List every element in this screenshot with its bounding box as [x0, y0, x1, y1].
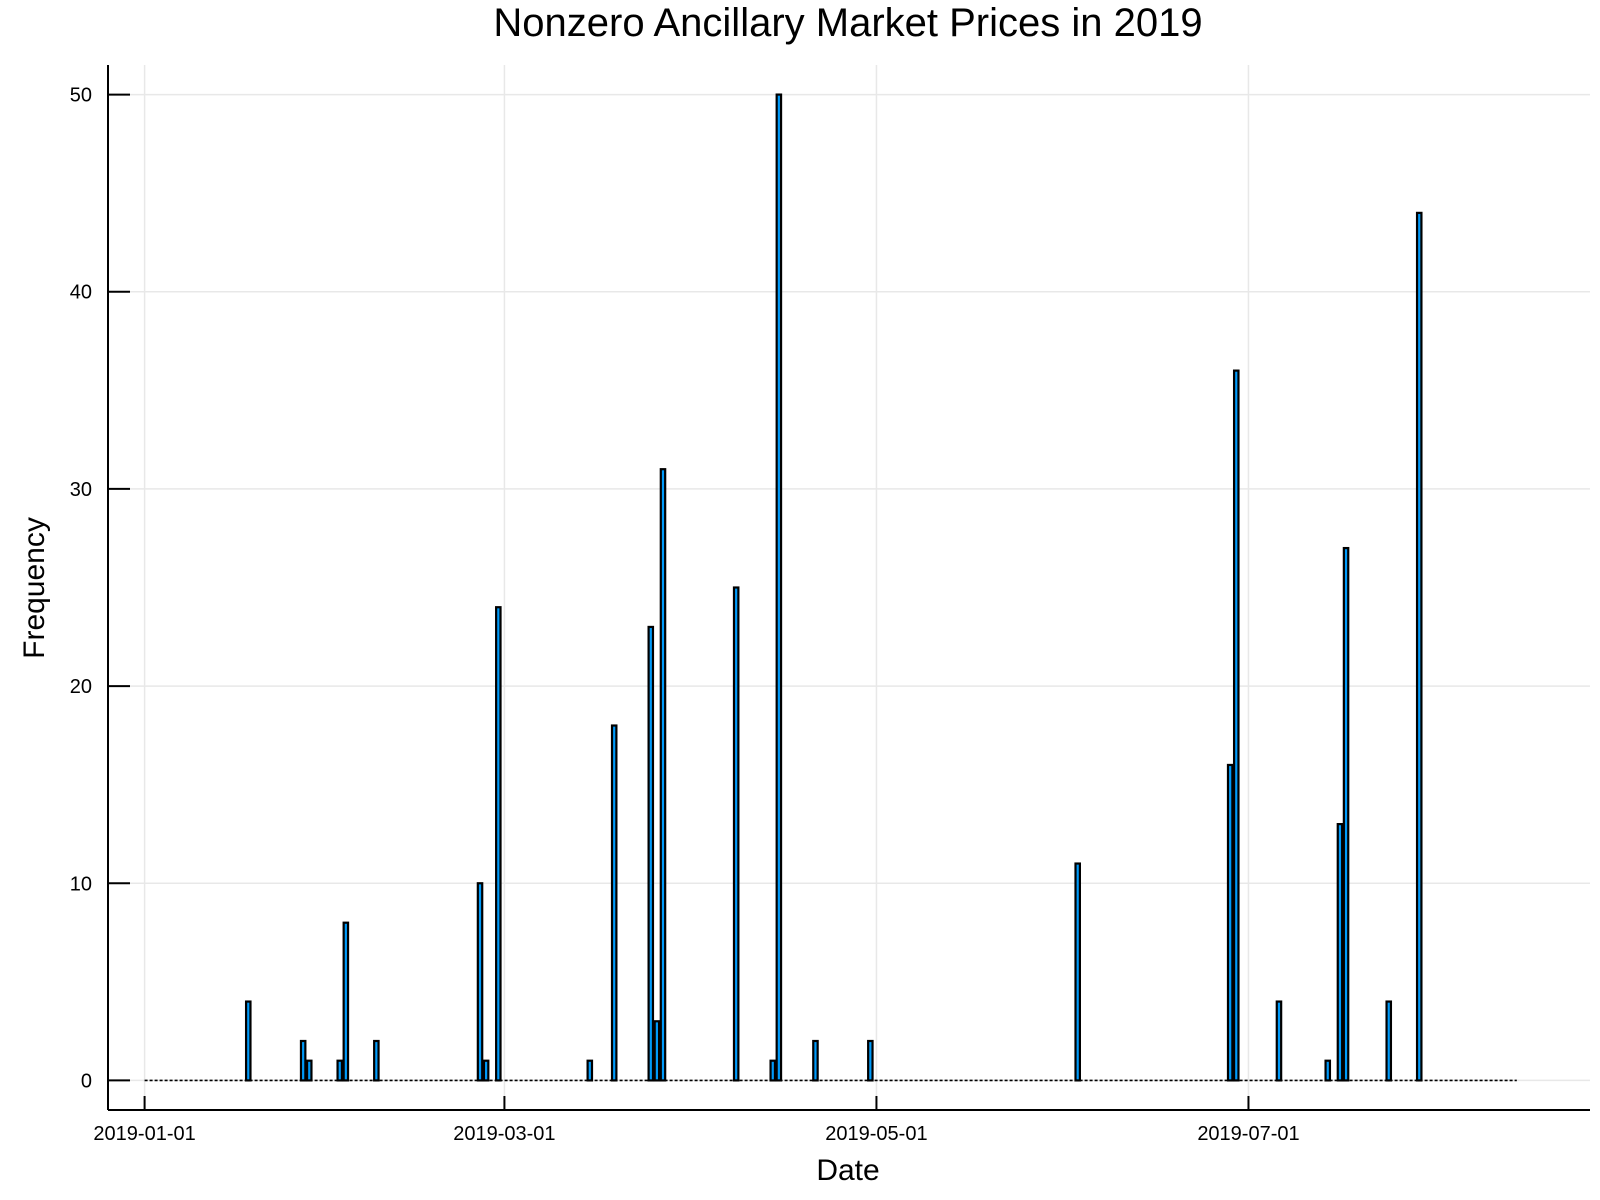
bar: [812, 1039, 819, 1082]
bar: [1275, 1000, 1283, 1082]
bar: [1232, 369, 1240, 1082]
bar: [867, 1039, 874, 1082]
bars: [244, 93, 1423, 1082]
y-tick-label: 50: [70, 85, 92, 107]
bar: [305, 1059, 313, 1082]
y-tick-label: 20: [70, 676, 92, 698]
y-tick-label: 0: [81, 1070, 92, 1092]
y-axis-label: Frequency: [18, 517, 51, 659]
x-ticks: 2019-01-01 2019-03-01 2019-05-01 2019-07-01: [93, 1096, 1300, 1145]
bar: [653, 1020, 661, 1082]
bar: [1342, 546, 1350, 1082]
x-tick-label: 2019-01-01: [93, 1123, 195, 1145]
bar: [476, 882, 484, 1082]
bar: [373, 1039, 380, 1082]
bar: [336, 1059, 344, 1082]
x-tick-label: 2019-07-01: [1197, 1123, 1299, 1145]
grid: [108, 65, 1590, 1110]
y-tick-label: 40: [70, 282, 92, 304]
bar: [482, 1059, 490, 1082]
bar: [659, 468, 667, 1082]
x-axis-label: Date: [816, 1154, 879, 1187]
bar: [342, 921, 350, 1082]
bar: [1226, 763, 1234, 1082]
bar: [244, 1000, 252, 1082]
chart-title: Nonzero Ancillary Market Prices in 2019: [493, 1, 1202, 45]
y-tick-label: 10: [70, 873, 92, 895]
y-tick-label: 30: [70, 479, 92, 501]
bar: [1074, 862, 1081, 1082]
bar: [299, 1039, 307, 1082]
bar: [1385, 1000, 1393, 1082]
x-tick-label: 2019-03-01: [453, 1123, 555, 1145]
bar: [775, 93, 783, 1082]
bar: [586, 1059, 594, 1082]
y-ticks: 0 10 20 30 40 50: [70, 85, 130, 1092]
bar: [1415, 211, 1423, 1082]
bar: [769, 1059, 777, 1082]
bar: [647, 625, 655, 1082]
bar: [1336, 823, 1344, 1082]
bar: [1324, 1059, 1332, 1082]
bar: [732, 586, 740, 1082]
bar: [495, 606, 502, 1082]
x-tick-label: 2019-05-01: [825, 1123, 927, 1145]
bar: [610, 724, 618, 1082]
